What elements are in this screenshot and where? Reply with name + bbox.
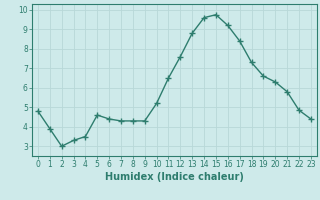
X-axis label: Humidex (Indice chaleur): Humidex (Indice chaleur) [105, 172, 244, 182]
